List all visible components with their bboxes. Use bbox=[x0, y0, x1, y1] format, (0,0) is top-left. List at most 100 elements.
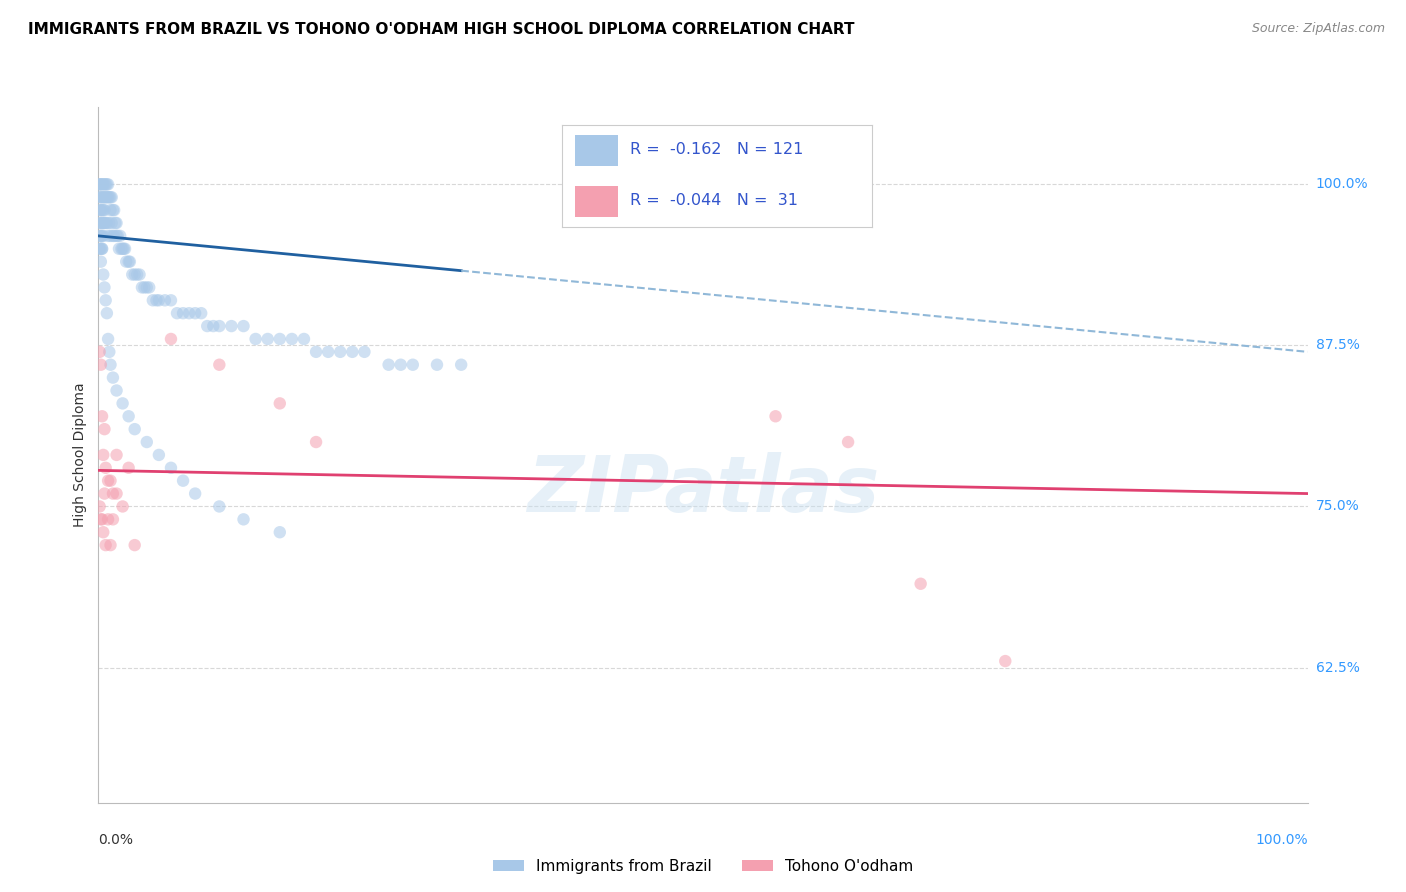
Point bbox=[97, 190, 120, 204]
Point bbox=[101, 228, 124, 243]
Point bbox=[134, 280, 156, 294]
Point bbox=[292, 332, 315, 346]
Point bbox=[172, 306, 194, 320]
Point bbox=[93, 486, 115, 500]
Point bbox=[131, 280, 153, 294]
Point bbox=[90, 190, 112, 204]
Point bbox=[98, 190, 121, 204]
Point bbox=[124, 422, 146, 436]
Point bbox=[93, 190, 115, 204]
Point bbox=[160, 293, 183, 308]
Point bbox=[105, 228, 128, 243]
Point bbox=[90, 512, 112, 526]
Point bbox=[91, 190, 114, 204]
Legend: Immigrants from Brazil, Tohono O'odham: Immigrants from Brazil, Tohono O'odham bbox=[486, 853, 920, 880]
Point bbox=[353, 344, 375, 359]
Point bbox=[184, 306, 207, 320]
Point bbox=[91, 216, 114, 230]
Point bbox=[145, 293, 167, 308]
Point bbox=[89, 203, 111, 218]
Point bbox=[994, 654, 1017, 668]
Point bbox=[208, 319, 231, 334]
Point bbox=[118, 254, 141, 268]
Point bbox=[765, 409, 787, 424]
Point bbox=[101, 203, 124, 218]
Point bbox=[104, 216, 127, 230]
Point bbox=[91, 268, 114, 282]
Point bbox=[153, 293, 176, 308]
Point bbox=[127, 268, 149, 282]
Point bbox=[89, 178, 111, 192]
Point bbox=[316, 344, 339, 359]
Point bbox=[148, 448, 170, 462]
Text: 100.0%: 100.0% bbox=[1256, 833, 1308, 847]
Point bbox=[94, 178, 117, 192]
Text: 0.0%: 0.0% bbox=[98, 833, 134, 847]
Point bbox=[94, 460, 117, 475]
Point bbox=[89, 500, 111, 514]
Point bbox=[450, 358, 472, 372]
Point bbox=[97, 228, 120, 243]
Point bbox=[98, 216, 121, 230]
Point bbox=[111, 500, 134, 514]
Point bbox=[94, 293, 117, 308]
Point bbox=[208, 358, 231, 372]
Point bbox=[108, 228, 131, 243]
Point bbox=[91, 409, 114, 424]
Point bbox=[124, 268, 146, 282]
Point bbox=[91, 242, 114, 256]
Point bbox=[107, 228, 129, 243]
Point bbox=[172, 474, 194, 488]
Point bbox=[90, 228, 112, 243]
Text: R =  -0.044   N =  31: R = -0.044 N = 31 bbox=[630, 194, 799, 209]
Point bbox=[100, 190, 122, 204]
Point bbox=[110, 242, 132, 256]
Point bbox=[269, 332, 291, 346]
Point bbox=[118, 254, 141, 268]
Point bbox=[103, 203, 125, 218]
Point bbox=[135, 435, 157, 450]
Point bbox=[114, 242, 136, 256]
Point bbox=[118, 409, 141, 424]
Point bbox=[100, 538, 122, 552]
Bar bbox=[575, 136, 619, 166]
Point bbox=[160, 460, 183, 475]
Point bbox=[94, 216, 117, 230]
Point bbox=[91, 525, 114, 540]
Point bbox=[128, 268, 150, 282]
Point bbox=[402, 358, 425, 372]
Point bbox=[232, 319, 254, 334]
Point bbox=[100, 358, 122, 372]
Point bbox=[256, 332, 278, 346]
Point bbox=[90, 254, 112, 268]
Point bbox=[96, 178, 118, 192]
Point bbox=[97, 512, 120, 526]
Point bbox=[94, 538, 117, 552]
Point bbox=[177, 306, 201, 320]
Point bbox=[91, 228, 114, 243]
Y-axis label: High School Diploma: High School Diploma bbox=[73, 383, 87, 527]
Point bbox=[93, 422, 115, 436]
Point bbox=[160, 332, 183, 346]
Point bbox=[96, 306, 118, 320]
Point bbox=[115, 254, 138, 268]
Point bbox=[124, 538, 146, 552]
Point bbox=[91, 216, 114, 230]
Point bbox=[97, 178, 120, 192]
Point bbox=[91, 242, 114, 256]
Point bbox=[100, 203, 122, 218]
Point bbox=[101, 486, 124, 500]
Point bbox=[89, 242, 111, 256]
Point bbox=[281, 332, 304, 346]
Text: 100.0%: 100.0% bbox=[1316, 178, 1368, 192]
Point bbox=[305, 435, 328, 450]
Point bbox=[105, 384, 128, 398]
Point bbox=[342, 344, 364, 359]
Point bbox=[100, 228, 122, 243]
Point bbox=[426, 358, 449, 372]
Point bbox=[101, 370, 124, 384]
Point bbox=[89, 178, 111, 192]
Point bbox=[190, 306, 212, 320]
Point bbox=[910, 576, 932, 591]
Point bbox=[111, 396, 134, 410]
